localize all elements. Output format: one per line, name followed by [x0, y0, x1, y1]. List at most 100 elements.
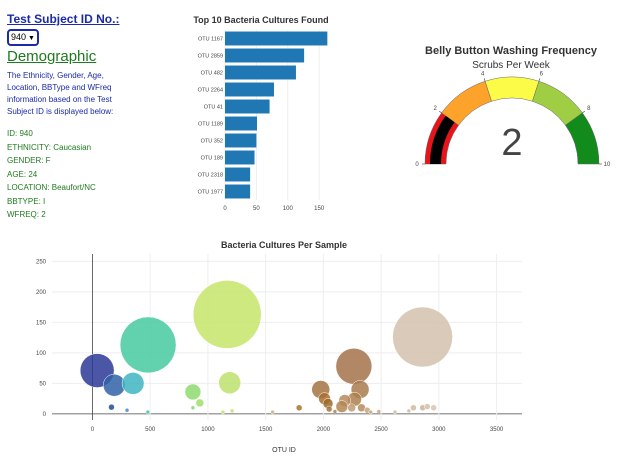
gauge-tick-label: 8 — [587, 106, 591, 112]
demographic-heading: Demographic — [7, 48, 97, 65]
gauge-tick — [483, 78, 486, 82]
bubble-x-tick-label: 0 — [91, 427, 95, 433]
bar-category-label: OTU 2264 — [198, 88, 223, 94]
bubble-point[interactable] — [368, 409, 373, 415]
bubble-point[interactable] — [119, 316, 177, 374]
bar-category-label: OTU 41 — [204, 105, 223, 111]
bubble-x-tick-label: 1000 — [201, 427, 215, 433]
demographic-description: The Ethnicity, Gender, Age, Location, BB… — [7, 71, 114, 116]
bubble-point[interactable] — [295, 404, 303, 412]
gauge-value-bar — [430, 115, 455, 164]
bar-otu-1167[interactable] — [225, 31, 328, 46]
bubble-point[interactable] — [192, 280, 262, 349]
bubble-chart-title: Bacteria Cultures Per Sample — [221, 240, 347, 250]
bar-otu-2859[interactable] — [225, 48, 305, 63]
bubble-point[interactable] — [347, 403, 356, 413]
sidebar-panel: Test Subject ID No.: 940 ▼ Demographic Th… — [7, 12, 177, 222]
bubble-point[interactable] — [102, 373, 126, 397]
bar-otu-1189[interactable] — [225, 116, 258, 131]
gauge-step-band — [484, 76, 540, 102]
bar-otu-41[interactable] — [225, 99, 270, 114]
top10-bar-chart: Top 10 Bacteria Cultures Found OTU 1167 O… — [193, 15, 328, 212]
bar-category-label: OTU 352 — [201, 139, 223, 145]
gauge-tick-label: 2 — [433, 106, 437, 112]
bubble-point[interactable] — [332, 409, 338, 414]
bubble-x-tick-label: 2500 — [374, 427, 388, 433]
bubble-y-tick-label: 200 — [36, 290, 47, 296]
bubble-x-tick-label: 3500 — [490, 427, 504, 433]
bar-category-label: OTU 1977 — [198, 190, 223, 196]
bar-otu-482[interactable] — [225, 65, 296, 80]
bubble-point[interactable] — [430, 404, 437, 412]
bar-category-label: OTU 189 — [201, 156, 223, 162]
bubble-point[interactable] — [392, 409, 398, 415]
bar-otu-2264[interactable] — [225, 82, 274, 97]
bubble-point[interactable] — [325, 405, 333, 413]
demographic-item-wfreq: WFREQ: 2 — [7, 210, 46, 219]
gauge-tick-label: 6 — [540, 72, 544, 78]
demographic-item-age: AGE: 24 — [7, 169, 38, 179]
bubble-point[interactable] — [410, 404, 417, 412]
bar-category-label: OTU 1189 — [198, 122, 223, 128]
wash-frequency-gauge: Belly Button Washing Frequency Scrubs Pe… — [415, 45, 611, 168]
bar-category-label: OTU 1167 — [198, 37, 223, 43]
bubble-x-axis-label: OTU ID — [272, 447, 296, 454]
bubble-point[interactable] — [406, 408, 412, 414]
bubble-x-tick-label: 2000 — [317, 427, 331, 433]
bubble-x-tick-label: 500 — [145, 427, 156, 433]
bubble-x-tick-label: 3000 — [432, 427, 446, 433]
bubble-chart: Bacteria Cultures Per Sample 0 50 100 150 20… — [36, 240, 522, 454]
bubble-point[interactable] — [335, 400, 349, 413]
subject-id-label: Test Subject ID No.: — [7, 12, 120, 26]
bar-chart-title: Top 10 Bacteria Cultures Found — [193, 15, 328, 25]
bubble-point[interactable] — [145, 409, 151, 415]
bubble-point[interactable] — [124, 407, 130, 413]
gauge-value-text: 2 — [501, 122, 522, 164]
gauge-title: Belly Button Washing Frequency — [425, 45, 598, 57]
gauge-step-band — [565, 112, 600, 165]
bubble-point[interactable] — [270, 409, 275, 415]
bar-x-tick-label: 100 — [283, 206, 294, 212]
bubble-point[interactable] — [220, 409, 226, 415]
demographic-item-id: ID: 940 — [7, 129, 33, 138]
bubble-point[interactable] — [335, 348, 373, 385]
subject-id-dropdown[interactable]: 940 ▼ — [7, 29, 39, 46]
bubble-x-tick-label: 1500 — [259, 427, 273, 433]
bar-category-label: OTU 482 — [201, 71, 223, 77]
bubble-point[interactable] — [376, 409, 382, 414]
bubble-point[interactable] — [218, 371, 241, 395]
bubble-y-tick-label: 0 — [43, 412, 47, 418]
bubble-y-tick-label: 100 — [36, 351, 47, 357]
bubble-y-tick-label: 250 — [36, 259, 47, 265]
bubble-point[interactable] — [392, 306, 453, 368]
gauge-tick — [439, 110, 442, 114]
gauge-tick-label: 0 — [415, 162, 419, 168]
bar-otu-1977[interactable] — [225, 184, 251, 199]
gauge-tick — [538, 78, 541, 82]
bubble-point[interactable] — [108, 403, 115, 411]
bar-otu-2318[interactable] — [225, 167, 251, 182]
bar-category-label: OTU 2859 — [198, 54, 223, 60]
bubble-point[interactable] — [229, 408, 235, 414]
bubble-point[interactable] — [184, 383, 202, 401]
demographic-info-list: ID: 940 ETHNICITY: Caucasian GENDER: F A… — [7, 127, 177, 222]
bubble-point[interactable] — [195, 398, 205, 408]
bar-otu-352[interactable] — [225, 133, 257, 148]
bubble-point[interactable] — [424, 403, 431, 410]
bubble-y-tick-label: 50 — [39, 381, 46, 387]
demographic-item-location: LOCATION: Beaufort/NC — [7, 183, 96, 192]
bar-x-tick-label: 150 — [314, 206, 325, 212]
demographic-item-ethnicity: ETHNICITY: Caucasian — [7, 142, 92, 152]
demographic-item-gender: GENDER: F — [7, 156, 51, 165]
bar-category-label: OTU 2318 — [198, 173, 223, 179]
demographic-item-bbtype: BBTYPE: I — [7, 196, 46, 206]
bubble-point[interactable] — [190, 405, 196, 411]
chevron-down-icon: ▼ — [28, 35, 35, 42]
bubble-point[interactable] — [121, 372, 145, 395]
bar-x-tick-label: 0 — [223, 206, 227, 212]
bar-x-tick-label: 50 — [253, 206, 260, 212]
gauge-tick-label: 4 — [481, 72, 485, 78]
bubble-y-tick-label: 150 — [36, 320, 47, 326]
bar-otu-189[interactable] — [225, 150, 255, 165]
gauge-tick-label: 10 — [604, 162, 611, 168]
